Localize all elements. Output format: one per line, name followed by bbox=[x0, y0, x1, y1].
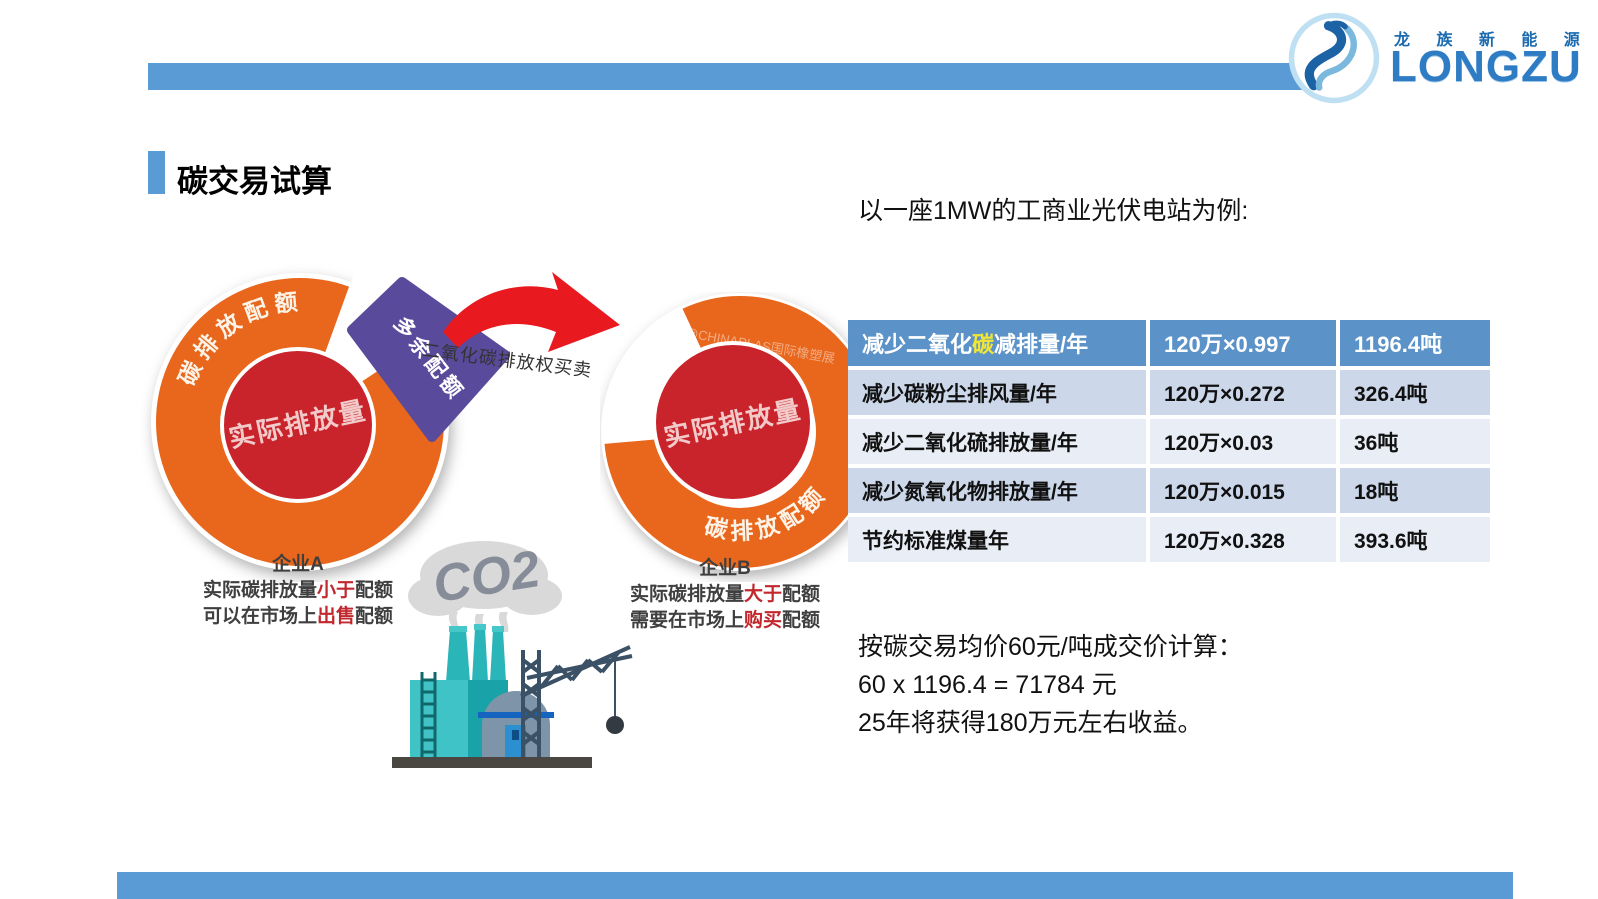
company-name-en: LONGZU bbox=[1390, 42, 1582, 91]
bottom-accent-bar bbox=[117, 872, 1513, 899]
company-b-line2: 实际碳排放量大于配额 bbox=[629, 584, 821, 605]
highlighted-char: 碳 bbox=[972, 332, 995, 357]
row-label: 节约标准煤量年 bbox=[848, 517, 1146, 562]
emission-donut-left: 多余配额 碳排放配额 实际排放量 bbox=[151, 262, 510, 571]
row-formula: 120万×0.328 bbox=[1150, 517, 1336, 562]
company-logo: 龙 族 新 能 源 LONGZU bbox=[1282, 8, 1582, 104]
trade-arrow-icon bbox=[443, 272, 620, 352]
factory-icon: CO2 bbox=[392, 540, 633, 768]
row-result: 393.6吨 bbox=[1340, 517, 1490, 562]
row-formula: 120万×0.015 bbox=[1150, 468, 1336, 513]
co2-smoke-icon bbox=[408, 541, 562, 634]
emission-donut-right: @CHINAPLAS国际橡塑展 碳排放配额 实际排放量 bbox=[601, 293, 879, 571]
table-header-result: 1196.4吨 bbox=[1340, 320, 1490, 366]
calc-line-3: 25年将获得180万元左右收益。 bbox=[858, 709, 1203, 737]
company-name-cn: 龙 族 新 能 源 bbox=[1394, 32, 1591, 49]
company-b-line3: 需要在市场上购买配额 bbox=[629, 610, 821, 631]
row-formula: 120万×0.03 bbox=[1150, 419, 1336, 464]
example-intro-text: 以一座1MW的工商业光伏电站为例: bbox=[858, 197, 1249, 225]
crane-icon bbox=[520, 645, 633, 758]
row-label: 减少二氧化硫排放量/年 bbox=[848, 419, 1146, 464]
company-a-caption: 企业A 实际碳排放量小于配额 可以在市场上出售配额 bbox=[168, 552, 428, 630]
dragon-logo-icon bbox=[1288, 12, 1380, 104]
top-accent-bar bbox=[148, 63, 1306, 90]
company-a-title: 企业A bbox=[272, 554, 324, 575]
row-label: 减少碳粉尘排风量/年 bbox=[848, 370, 1146, 415]
company-a-line3: 可以在市场上出售配额 bbox=[202, 606, 394, 627]
table-header-label: 减少二氧化碳减排量/年 bbox=[848, 320, 1146, 366]
table-header-formula: 120万×0.997 bbox=[1150, 320, 1336, 366]
calc-line-1: 按碳交易均价60元/吨成交价计算： bbox=[858, 633, 1243, 661]
ladder-icon bbox=[420, 672, 437, 758]
row-label: 减少氮氧化物排放量/年 bbox=[848, 468, 1146, 513]
row-result: 36吨 bbox=[1340, 419, 1490, 464]
company-b-title: 企业B bbox=[699, 558, 751, 579]
company-a-line2: 实际碳排放量小于配额 bbox=[202, 580, 394, 601]
calc-line-2: 60 x 1196.4 = 71784 元 bbox=[858, 671, 1117, 699]
title-accent-bar bbox=[148, 151, 165, 194]
row-result: 18吨 bbox=[1340, 468, 1490, 513]
row-formula: 120万×0.272 bbox=[1150, 370, 1336, 415]
emission-reduction-table: 减少二氧化碳减排量/年 120万×0.997 1196.4吨 减少碳粉尘排风量/… bbox=[848, 320, 1490, 562]
page-title: 碳交易试算 bbox=[177, 164, 332, 199]
company-b-caption: 企业B 实际碳排放量大于配额 需要在市场上购买配额 bbox=[595, 556, 855, 634]
calculation-text: 按碳交易均价60元/吨成交价计算： 60 x 1196.4 = 71784 元 … bbox=[858, 628, 1243, 742]
row-result: 326.4吨 bbox=[1340, 370, 1490, 415]
